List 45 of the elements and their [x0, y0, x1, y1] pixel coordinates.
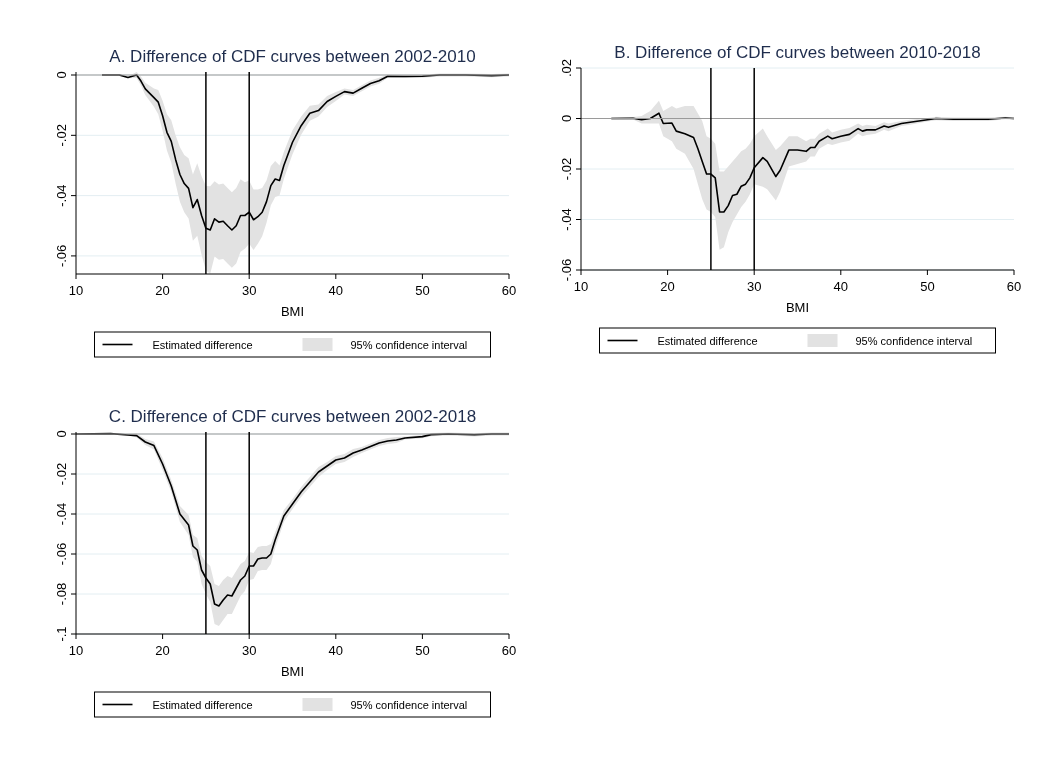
- y-tick-label: -.06: [559, 258, 574, 282]
- chart-title: C. Difference of CDF curves between 2002-2018: [108, 407, 477, 426]
- legend-label: Estimated difference: [152, 698, 253, 711]
- chart-title: B. Difference of CDF curves between 2010-2018: [614, 43, 981, 62]
- legend-label: Estimated difference: [657, 334, 758, 347]
- x-tick-label: 10: [68, 643, 84, 658]
- x-tick-label: 10: [68, 283, 84, 298]
- y-tick-label: 0: [54, 430, 69, 438]
- legend-label: Estimated difference: [152, 338, 253, 351]
- x-tick-label: 50: [415, 283, 430, 298]
- y-tick-label: .02: [559, 58, 574, 78]
- y-tick-label: -.02: [54, 462, 69, 486]
- text: 95% confidence interval: [855, 334, 973, 347]
- x-tick-label: 20: [155, 283, 170, 298]
- y-tick-label: -.04: [559, 208, 574, 231]
- y-tick-label: 0: [54, 71, 69, 79]
- chart-title: A. Difference of CDF curves between 2002-2010: [109, 47, 476, 66]
- text: 95% confidence interval: [350, 338, 468, 351]
- x-tick-label: 60: [1006, 279, 1022, 294]
- x-axis-title: BMI: [785, 300, 810, 315]
- x-tick-label: 40: [833, 279, 849, 294]
- x-tick-label: 50: [415, 643, 430, 658]
- y-tick-label: -.04: [54, 502, 69, 526]
- x-tick-label: 20: [660, 279, 675, 294]
- x-tick-label: 40: [328, 283, 344, 298]
- x-tick-label: 30: [241, 283, 257, 298]
- x-tick-label: 30: [241, 643, 257, 658]
- y-tick-label: -.1: [54, 626, 69, 642]
- x-tick-label: 30: [746, 279, 762, 294]
- y-tick-label: -.08: [54, 582, 69, 606]
- y-tick-label: -.06: [54, 542, 69, 566]
- x-tick-label: 60: [501, 283, 517, 298]
- x-tick-label: 50: [920, 279, 935, 294]
- x-axis-title: BMI: [280, 304, 305, 319]
- y-tick-label: -.02: [54, 124, 69, 147]
- y-tick-label: -.02: [559, 157, 574, 181]
- x-tick-label: 20: [155, 643, 170, 658]
- y-tick-label: -.06: [54, 244, 69, 268]
- y-tick-label: 0: [559, 114, 574, 123]
- x-tick-label: 10: [573, 279, 589, 294]
- text: 95% confidence interval: [350, 698, 468, 711]
- x-axis-title: BMI: [280, 664, 305, 679]
- y-tick-label: -.04: [54, 184, 69, 207]
- x-tick-label: 60: [501, 643, 517, 658]
- x-tick-label: 40: [328, 643, 344, 658]
